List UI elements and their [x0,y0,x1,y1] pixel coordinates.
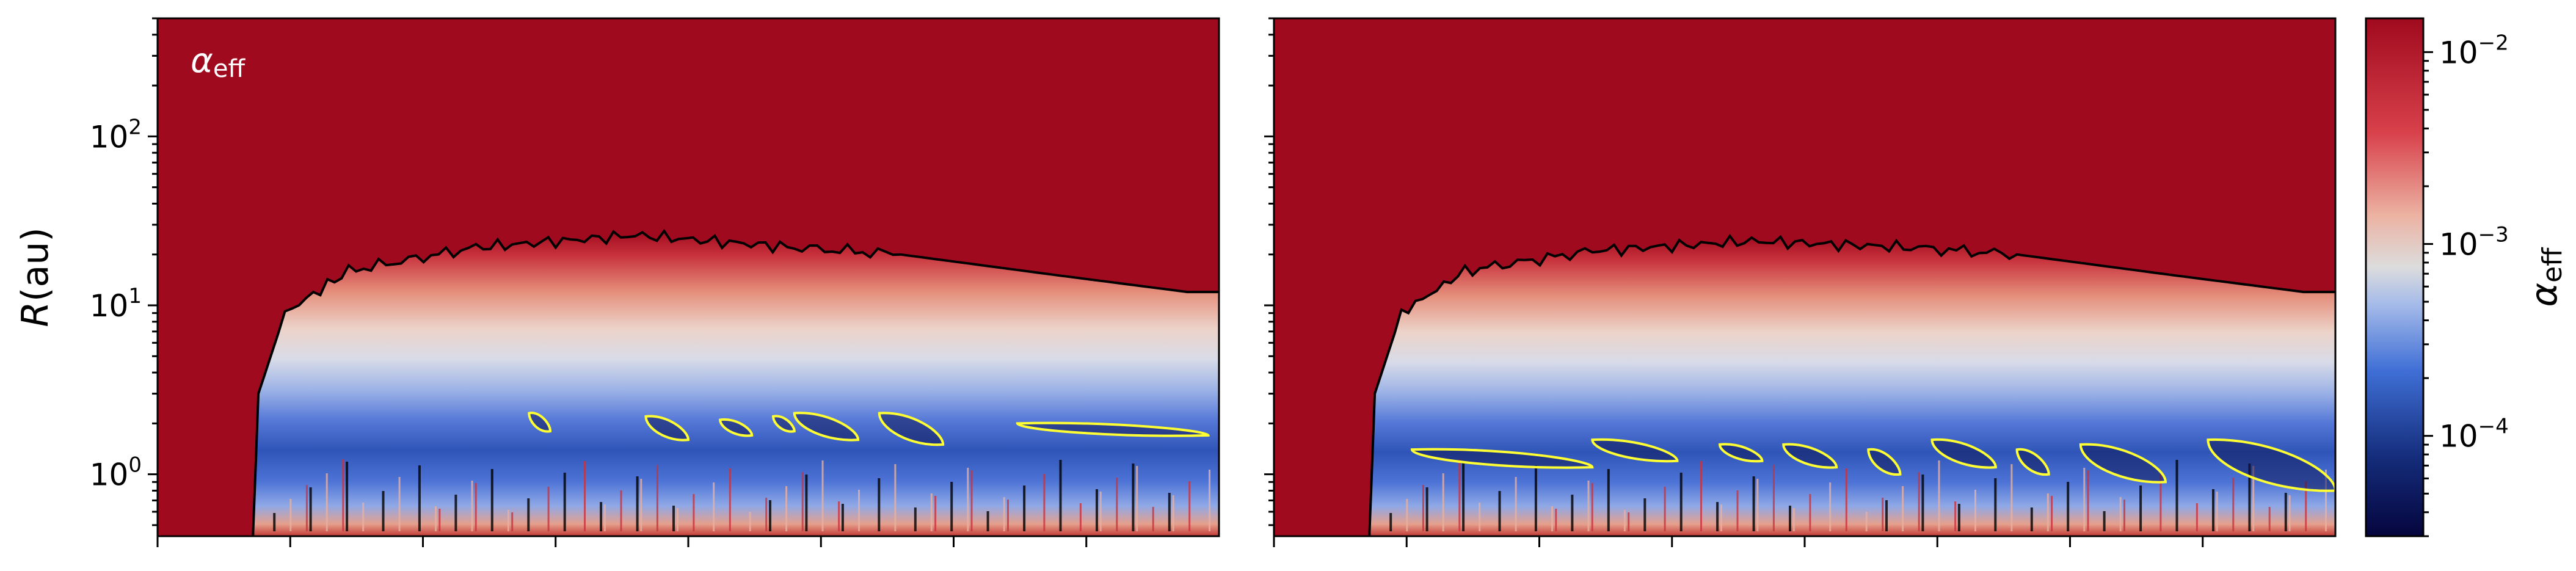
right-disk-region [1369,236,2335,536]
y-tick-label: 100 [90,453,142,493]
dead-zone-contour [1016,421,1210,437]
dead-zone-contour [644,415,690,442]
left-dead-zone-contours [528,412,1210,446]
colorbar-gradient [2365,17,2425,537]
dead-zone-contour [793,412,860,442]
left-disk-region [253,231,1219,536]
left-y-ticks: 100 101 102 [90,17,158,526]
y-tick-label: 101 [90,284,142,324]
colorbar-tick-label: 10−2 [2439,31,2509,70]
dead-zone-contour [1867,448,1902,476]
right-panel [1264,17,2337,547]
left-outer-boundary-contour [252,228,1219,536]
right-dead-zone-contours [1410,438,2335,492]
colorbar-label: αeff [2523,247,2568,307]
dead-zone-contour [1410,448,1594,469]
colorbar-tick-label: 10−3 [2439,223,2509,263]
dead-zone-contour [719,418,754,437]
dead-zone-contour [2079,443,2167,484]
y-axis-label: R(au) [14,227,57,327]
colorbar-ticks: 10−4 10−3 10−2 [2423,31,2509,537]
dead-zone-contour [1718,443,1764,463]
right-x-ticks [1273,536,2204,547]
right-y-ticks [1264,17,1274,526]
panel-label: αeff [191,41,246,83]
left-panel: 100 101 102 αeff R(au) [14,17,1220,547]
dead-zone-contour [1591,438,1679,463]
y-tick-label: 102 [90,115,142,155]
dead-zone-contour [2015,448,2050,476]
dead-zone-contour [1930,438,1997,469]
dead-zone-contour [528,412,552,433]
colorbar: 10−4 10−3 10−2 αeff [2365,17,2568,537]
colorbar-tick-label: 10−4 [2439,415,2509,454]
left-streaks [273,459,1210,531]
dead-zone-contour [772,415,796,433]
left-x-ticks [156,536,1088,547]
right-outer-boundary-contour [1368,233,2335,536]
right-streaks [1389,459,2327,531]
dead-zone-contour [1782,443,1838,469]
dead-zone-contour [878,412,945,446]
